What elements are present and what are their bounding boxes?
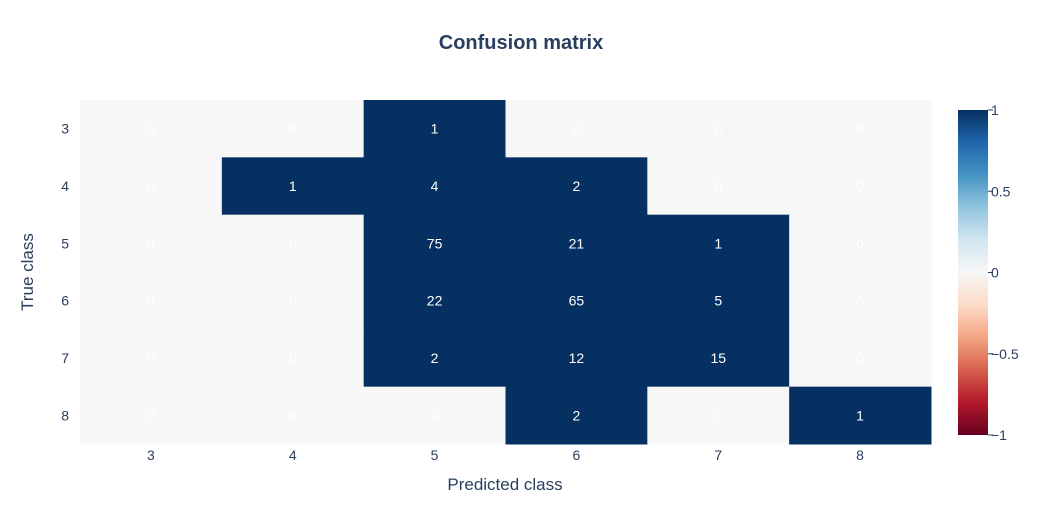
heatmap-cell [80, 386, 223, 445]
heatmap-cell [505, 329, 648, 388]
y-tick-label: 3 [61, 121, 69, 137]
cell-value-label: 0 [147, 350, 155, 366]
cell-value-label: 0 [573, 121, 581, 137]
heatmap-cell [647, 329, 790, 388]
heatmap-cell [505, 386, 648, 445]
cell-value-label: 0 [856, 235, 864, 251]
heatmap-cell [363, 329, 506, 388]
heatmap-cell [80, 272, 223, 330]
colorbar-tick-label: 0.5 [991, 183, 1011, 199]
heatmap-cell [221, 214, 365, 273]
heatmap-cell [363, 214, 506, 273]
x-tick-label: 6 [573, 447, 581, 463]
x-tick-label: 3 [147, 447, 155, 463]
cell-value-label: 0 [289, 407, 297, 423]
chart-title: Confusion matrix [439, 32, 603, 54]
heatmap-cell [505, 157, 648, 216]
cell-value-label: 1 [714, 235, 722, 251]
cell-value-label: 1 [431, 121, 439, 137]
cell-value-label: 0 [856, 293, 864, 309]
heatmap-cell [647, 386, 790, 445]
cell-value-label: 21 [569, 235, 585, 251]
heatmap-cell [363, 386, 506, 445]
y-tick-label: 5 [61, 235, 69, 251]
heatmap-cell [505, 100, 648, 158]
x-tick-label: 4 [289, 447, 297, 463]
cell-value-label: 0 [289, 235, 297, 251]
cell-value-label: 0 [714, 178, 722, 194]
cell-value-label: 22 [427, 293, 443, 309]
colorbar-tick-label: 0 [991, 265, 999, 281]
cell-value-label: 2 [573, 407, 581, 423]
heatmap-cell [647, 272, 790, 330]
cell-value-label: 0 [147, 235, 155, 251]
cell-value-label: 65 [569, 293, 585, 309]
heatmap-cell [221, 329, 365, 388]
heatmap-cell [505, 272, 648, 330]
heatmap-cell [789, 329, 932, 388]
y-tick-label: 6 [61, 293, 69, 309]
heatmap-cell [789, 100, 932, 158]
cell-value-label: 2 [431, 350, 439, 366]
heatmap-grid: 0 0 1 0 0 00 1 4 2 0 00 0 75 21 1 00 0 22 65 5 00 0 2 12 15 00 0 0 2… [80, 100, 932, 445]
heatmap-cell [363, 272, 506, 330]
x-tick-label: 7 [714, 447, 722, 463]
cell-value-label: 5 [714, 293, 722, 309]
heatmap-cell [80, 214, 223, 273]
cell-value-label: 0 [431, 407, 439, 423]
cell-value-label: 0 [714, 121, 722, 137]
heatmap-cell [789, 386, 932, 445]
heatmap-cell [221, 157, 365, 216]
x-tick-label: 8 [856, 447, 864, 463]
y-tick-label: 8 [61, 407, 69, 423]
cell-value-label: 4 [431, 178, 439, 194]
y-axis-title: True class [18, 233, 37, 311]
cell-value-label: 0 [289, 350, 297, 366]
heatmap-cell [363, 157, 506, 216]
heatmap-cell [789, 272, 932, 330]
heatmap-cell [647, 100, 790, 158]
x-axis-ticks: 3 4 5 6 7 8 [147, 447, 864, 463]
heatmap-cell [80, 100, 223, 158]
x-tick-label: 5 [431, 447, 439, 463]
cell-value-label: 0 [856, 350, 864, 366]
cell-value-label: 0 [289, 121, 297, 137]
cell-value-label: 0 [856, 178, 864, 194]
cell-value-label: 0 [714, 407, 722, 423]
cell-value-label: 0 [147, 121, 155, 137]
cell-value-label: 2 [573, 178, 581, 194]
cell-value-label: 0 [856, 121, 864, 137]
y-axis-ticks: 3 4 5 6 7 8 [61, 121, 69, 424]
y-tick-label: 7 [61, 350, 69, 366]
colorbar-tick-label: 1 [991, 102, 999, 118]
heatmap-cell [363, 100, 506, 158]
x-axis-title: Predicted class [447, 475, 562, 494]
heatmap-cell [647, 214, 790, 273]
heatmap-cell [505, 214, 648, 273]
y-tick-label: 4 [61, 178, 69, 194]
colorbar-tick-label: −0.5 [991, 346, 1019, 362]
colorbar-ticks: 1 0.5 0 −0.5 −1 [988, 102, 1019, 443]
heatmap-cell [789, 214, 932, 273]
heatmap-cell [647, 157, 790, 216]
cell-value-label: 15 [710, 350, 726, 366]
cell-value-label: 0 [147, 407, 155, 423]
cell-value-label: 0 [147, 178, 155, 194]
heatmap-cell [80, 329, 223, 388]
cell-value-label: 0 [147, 293, 155, 309]
cell-value-label: 1 [856, 407, 864, 423]
heatmap-cell [789, 157, 932, 216]
cell-value-label: 0 [289, 293, 297, 309]
colorbar-tick-label: −1 [991, 427, 1007, 443]
heatmap-cell [221, 272, 365, 330]
cell-value-label: 75 [427, 235, 443, 251]
heatmap-cell [221, 386, 365, 445]
heatmap-cell [221, 100, 365, 158]
colorbar [958, 110, 988, 435]
cell-value-label: 1 [289, 178, 297, 194]
heatmap-cell [80, 157, 223, 216]
cell-value-label: 12 [569, 350, 585, 366]
